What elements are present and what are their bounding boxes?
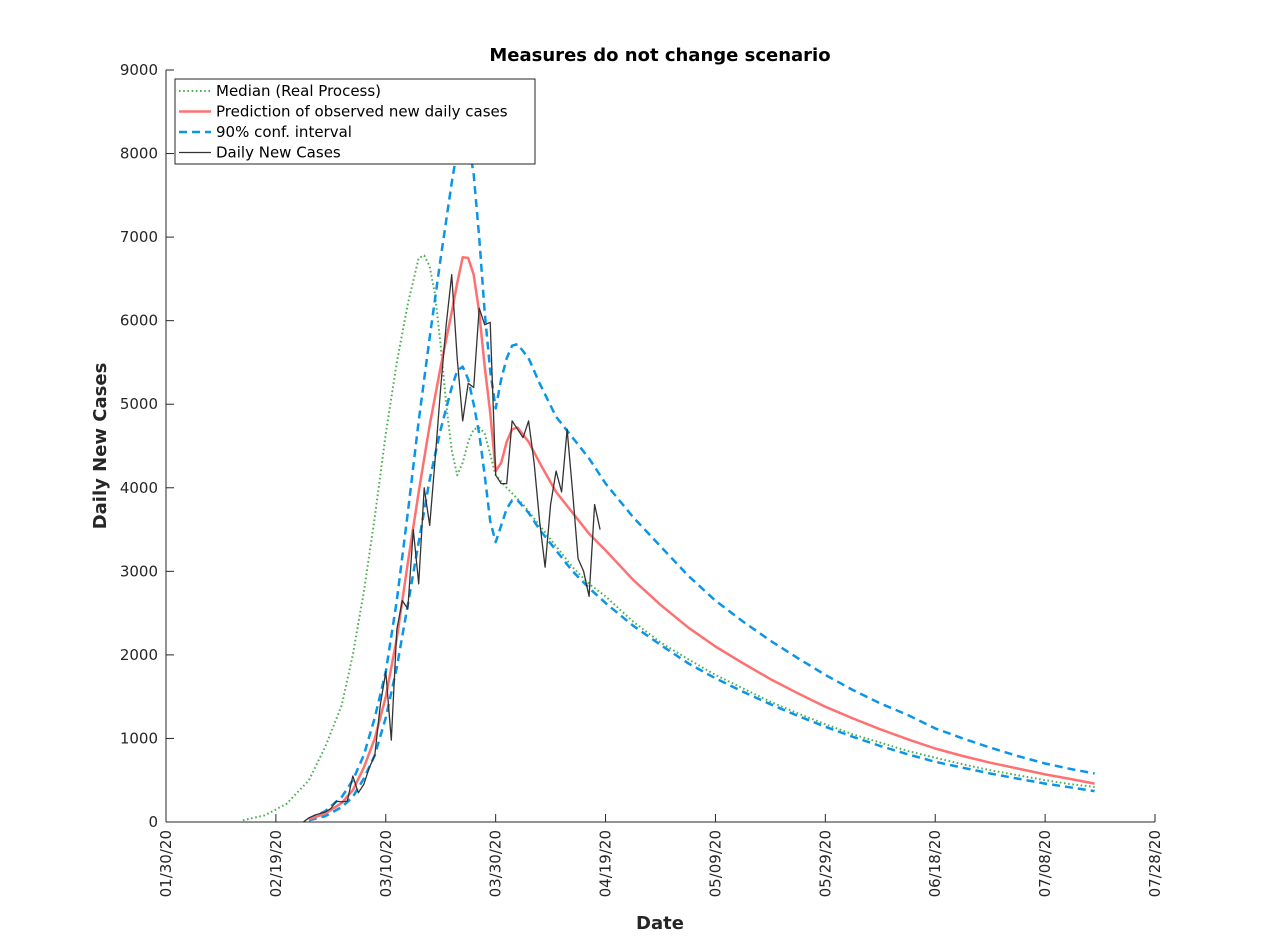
legend-label-2: 90% conf. interval: [216, 123, 352, 141]
series-line-1: [308, 255, 1095, 821]
legend-label-3: Daily New Cases: [216, 144, 341, 162]
y-tick-label: 4000: [120, 479, 158, 497]
x-tick-label: 03/30/20: [487, 830, 505, 897]
y-tick-label: 6000: [120, 312, 158, 330]
series-layer: [242, 135, 1095, 823]
y-tick-label: 8000: [120, 145, 158, 163]
y-tick-label: 5000: [120, 395, 158, 413]
series-line-0: [242, 254, 1095, 822]
chart-title: Measures do not change scenario: [489, 45, 830, 66]
x-tick-label: 05/09/20: [706, 830, 724, 897]
legend-label-0: Median (Real Process): [216, 82, 381, 100]
x-tick-label: 03/10/20: [377, 830, 395, 897]
y-tick-label: 9000: [120, 61, 158, 79]
x-tick-label: 05/29/20: [816, 830, 834, 897]
axes-layer: [165, 70, 1155, 823]
y-axis-title: Daily New Cases: [90, 363, 111, 530]
y-tick-label: 7000: [120, 228, 158, 246]
legend-label-1: Prediction of observed new daily cases: [216, 103, 508, 121]
x-tick-label: 07/28/20: [1146, 830, 1164, 897]
y-tick-label: 1000: [120, 729, 158, 747]
y-tick-label: 0: [148, 813, 158, 831]
x-axis-title: Date: [636, 913, 684, 934]
x-tick-label: 06/18/20: [926, 830, 944, 897]
ticks-layer: 0 1000 2000 3000 4000 5000 6000 7000 8000 9000 01/…: [120, 61, 1164, 897]
series-line-4: [303, 274, 601, 823]
y-tick-label: 2000: [120, 646, 158, 664]
legend-box: [174, 78, 536, 165]
legend: Median (Real Process) Prediction of obser…: [174, 78, 536, 165]
x-tick-label: 02/19/20: [267, 830, 285, 897]
x-tick-label: 04/19/20: [597, 830, 615, 897]
x-tick-label: 01/30/20: [157, 830, 175, 897]
y-tick-label: 3000: [120, 562, 158, 580]
x-tick-label: 07/08/20: [1036, 830, 1054, 897]
